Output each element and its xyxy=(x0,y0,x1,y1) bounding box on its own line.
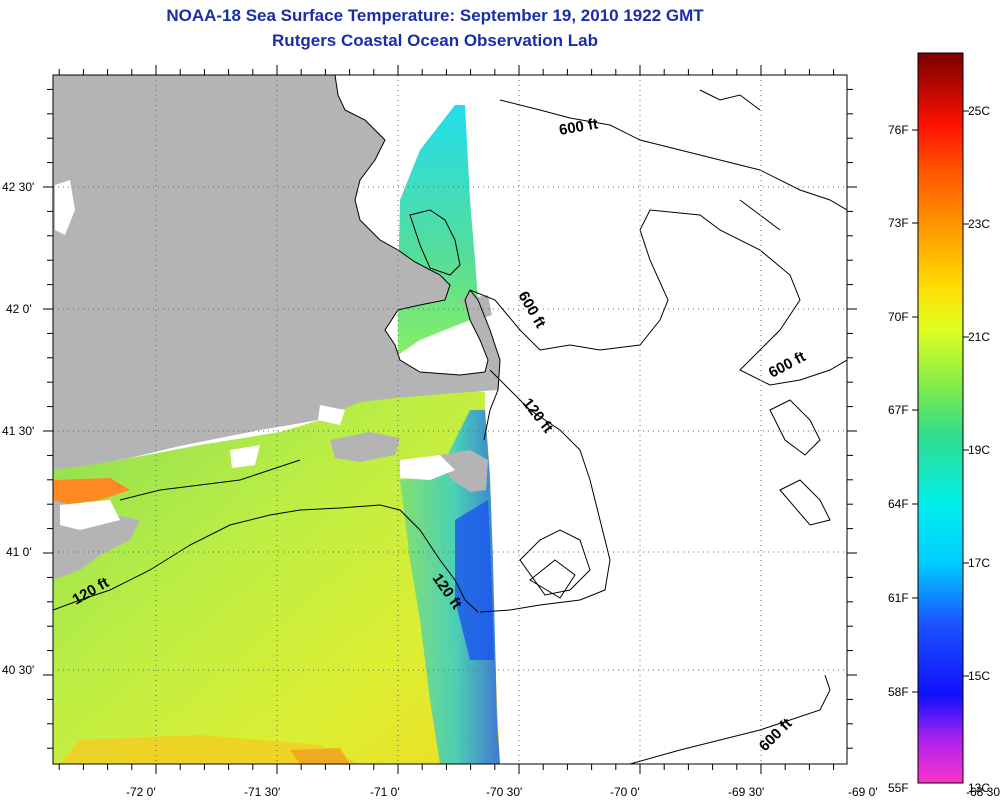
lon-label: -69 0' xyxy=(848,785,878,799)
cloud-patch-4 xyxy=(318,405,345,425)
lon-label: -70 30' xyxy=(486,785,522,799)
bathymetry-contours xyxy=(53,75,847,764)
colorbar-c-label: 15C xyxy=(968,669,990,683)
colorbar-gradient xyxy=(917,52,964,784)
cloud-patch-3 xyxy=(400,455,455,480)
sst-cold-band xyxy=(400,410,500,764)
sst-coldest-patch xyxy=(455,500,494,660)
colorbar-f-label: 58F xyxy=(888,685,909,699)
lat-label: 41 0' xyxy=(6,545,32,559)
colorbar-f-label: 70F xyxy=(888,310,909,324)
lon-label: -69 30' xyxy=(728,785,764,799)
colorbar-c-label: 23C xyxy=(968,217,990,231)
lat-label: 42 0' xyxy=(6,302,32,316)
longitude-labels: -72 0' -71 30' -71 0' -70 30' -70 0' -69… xyxy=(126,785,1000,799)
sst-coastal-warm xyxy=(53,478,130,505)
map-frame xyxy=(52,74,848,765)
contour-label-600ft-north: 600 ft xyxy=(558,115,600,139)
lon-label: -68 30' xyxy=(966,785,1000,799)
map-plot-area: 600 ft 600 ft 600 ft 120 ft 120 ft 120 f… xyxy=(53,75,847,764)
colorbar-f-label: 73F xyxy=(888,216,909,230)
colorbar-f-label: 67F xyxy=(888,403,909,417)
colorbar-ticks xyxy=(912,110,969,693)
colorbar-c-label: 13C xyxy=(968,781,990,795)
lat-label: 42 30' xyxy=(2,180,34,194)
colorbar-f-label: 76F xyxy=(888,123,909,137)
colorbar-f-label: 64F xyxy=(888,497,909,511)
tick-marks xyxy=(43,65,857,774)
colorbar-c-label: 19C xyxy=(968,443,990,457)
lon-label: -71 30' xyxy=(244,785,280,799)
map-subtitle: Rutgers Coastal Ocean Observation Lab xyxy=(272,31,598,50)
land-mass xyxy=(53,75,500,470)
sst-warm-spot xyxy=(290,748,350,764)
colorbar-c-label: 21C xyxy=(968,330,990,344)
lat-label: 40 30' xyxy=(2,663,34,677)
colorbar-f-label: 61F xyxy=(888,591,909,605)
island-nantucket xyxy=(440,450,488,492)
cloud-patch-1 xyxy=(55,180,75,235)
colorbar-f-label: 55F xyxy=(888,781,909,795)
lon-label: -72 0' xyxy=(126,785,156,799)
lat-label: 41 30' xyxy=(2,424,34,438)
latitude-labels: 42 30' 42 0' 41 30' 41 0' 40 30' xyxy=(2,180,34,677)
colorbar: 76F 73F 70F 67F 64F 61F 58F 55F 25C 23C … xyxy=(888,52,990,795)
lon-label: -71 0' xyxy=(370,785,400,799)
colorbar-c-label: 17C xyxy=(968,556,990,570)
sst-warm-patch xyxy=(60,735,360,764)
cloud-patch-5 xyxy=(230,445,260,468)
island-marthas-vineyard xyxy=(330,432,400,462)
colorbar-c-label: 25C xyxy=(968,104,990,118)
cloud-patch-2 xyxy=(60,500,120,530)
map-title: NOAA-18 Sea Surface Temperature: Septemb… xyxy=(166,6,704,25)
lon-label: -70 0' xyxy=(610,785,640,799)
